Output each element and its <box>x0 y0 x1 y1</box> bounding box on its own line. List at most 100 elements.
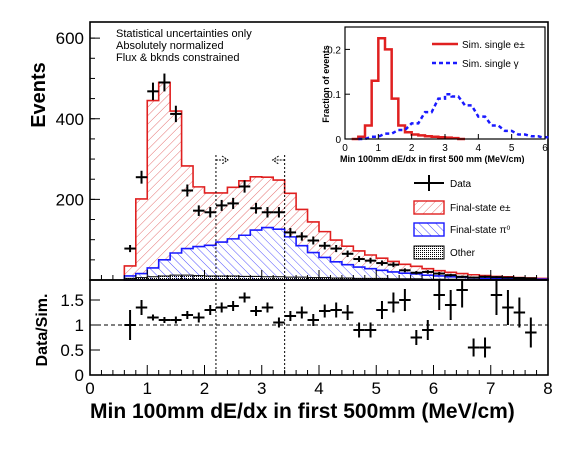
ratio-point <box>284 311 297 321</box>
ratio-point <box>410 330 423 345</box>
inset-x-tick-label: 4 <box>476 143 482 154</box>
ratio-point <box>467 338 480 357</box>
inset-y-ticks: 0 0.1 0.2 <box>327 45 350 146</box>
ratio-point <box>513 297 526 328</box>
y-tick-label: 600 <box>56 29 84 48</box>
data-points <box>124 73 537 280</box>
y-tick-label: 400 <box>56 110 84 129</box>
data-point <box>319 242 331 250</box>
cut-arrow <box>215 155 229 165</box>
ratio-point <box>376 301 388 319</box>
inset-panel: 0 0.1 0.2 0 1 2 3 4 5 6 Fraction of events Min 1… <box>321 26 549 164</box>
ratio-y-tick-label: 0 <box>75 366 84 385</box>
data-point <box>193 205 205 216</box>
inset-y-axis-label: Fraction of events <box>321 45 331 123</box>
inset-gamma-curve <box>358 92 549 141</box>
data-point <box>307 236 319 245</box>
data-point <box>341 250 354 258</box>
legend-other-swatch <box>413 245 445 260</box>
ratio-point <box>341 305 354 320</box>
note-line-3: Flux & bknds constrained <box>116 52 240 64</box>
ratio-point <box>479 337 491 358</box>
inset-x-tick-label: 1 <box>376 143 382 154</box>
x-tick-label: 0 <box>85 379 94 398</box>
legend-other-label: Other <box>450 248 476 259</box>
data-point <box>433 271 445 276</box>
ratio-point <box>444 290 457 320</box>
inset-x-axis-label: Min 100mm dE/dx in first 500 mm (MeV/cm) <box>340 154 525 164</box>
data-point <box>158 73 171 92</box>
inset-x-tick-label: 5 <box>509 143 515 154</box>
inset-legend-gamma-label: Sim. single γ <box>462 59 519 70</box>
ratio-point <box>433 280 445 310</box>
data-point <box>238 180 251 193</box>
ratio-point <box>135 300 148 315</box>
data-point <box>273 207 285 218</box>
ratio-point <box>227 301 239 311</box>
legend-pi0-label: Final-state π⁰ <box>450 225 510 236</box>
e-component-fill <box>123 81 549 281</box>
data-point <box>215 199 228 211</box>
data-point <box>353 256 365 262</box>
ratio-point <box>525 317 537 348</box>
data-point <box>296 232 308 241</box>
ratio-point <box>215 302 228 313</box>
ratio-point <box>250 306 262 316</box>
data-point <box>479 275 491 278</box>
ratio-y-tick-label: 0.5 <box>60 341 84 360</box>
inset-y-tick-label: 0.2 <box>327 45 341 56</box>
x-tick-label: 1 <box>143 379 152 398</box>
x-tick-label: 6 <box>429 379 438 398</box>
ratio-point <box>502 290 514 325</box>
x-tick-label: 3 <box>257 379 266 398</box>
inset-x-tick-label: 3 <box>442 143 448 154</box>
ratio-point <box>124 310 136 340</box>
ratio-point <box>193 312 205 323</box>
x-tick-label: 4 <box>314 379 323 398</box>
ratio-plot-frame <box>89 279 549 376</box>
x-tick-label: 5 <box>372 379 381 398</box>
legend-pi0-swatch <box>413 222 445 237</box>
legend-data-label: Data <box>450 179 472 190</box>
legend-e-label: Final-state e± <box>450 203 511 214</box>
note-line-1: Statistical uncertainties only <box>116 28 252 40</box>
cut-arrow <box>271 155 285 165</box>
data-point <box>147 82 159 101</box>
ratio-point <box>170 316 182 324</box>
ratio-point <box>204 305 216 315</box>
ratio-point <box>307 314 319 326</box>
legend: Data Final-state e± Final-state π⁰ Other <box>413 175 511 260</box>
ratio-point <box>273 317 285 328</box>
ratio-point <box>387 292 400 313</box>
data-point <box>227 197 239 209</box>
data-point <box>422 270 434 274</box>
data-point <box>525 277 537 280</box>
ratio-point <box>353 322 365 338</box>
legend-e-swatch <box>413 200 445 215</box>
ratio-point <box>364 322 377 338</box>
inset-y-tick-label: 0 <box>335 135 341 146</box>
ratio-y-tick-label: 1.5 <box>60 291 84 310</box>
ratio-y-axis-label: Data/Sim. <box>34 294 51 367</box>
inset-x-ticks: 0 1 2 3 4 5 6 <box>342 134 548 154</box>
ratio-point <box>456 280 468 308</box>
note-line-2: Absolutely normalized <box>116 40 224 52</box>
ratio-point <box>238 292 251 303</box>
data-point <box>284 228 297 237</box>
ratio-point <box>181 311 194 319</box>
data-point <box>364 257 377 264</box>
data-point <box>444 273 457 277</box>
legend-data-marker <box>414 175 444 191</box>
ratio-point <box>147 314 159 321</box>
main-y-ticks: 200 400 600 <box>56 29 100 261</box>
main-y-axis-label: Events <box>28 62 50 128</box>
ratio-point <box>261 302 274 313</box>
data-point <box>204 207 216 218</box>
ratio-point <box>158 317 171 323</box>
ratio-y-tick-label: 1 <box>75 316 84 335</box>
data-point <box>467 276 480 279</box>
x-axis-label: Min 100mm dE/dx in first 500mm (MeV/cm) <box>90 400 515 423</box>
y-tick-label: 200 <box>56 190 84 209</box>
